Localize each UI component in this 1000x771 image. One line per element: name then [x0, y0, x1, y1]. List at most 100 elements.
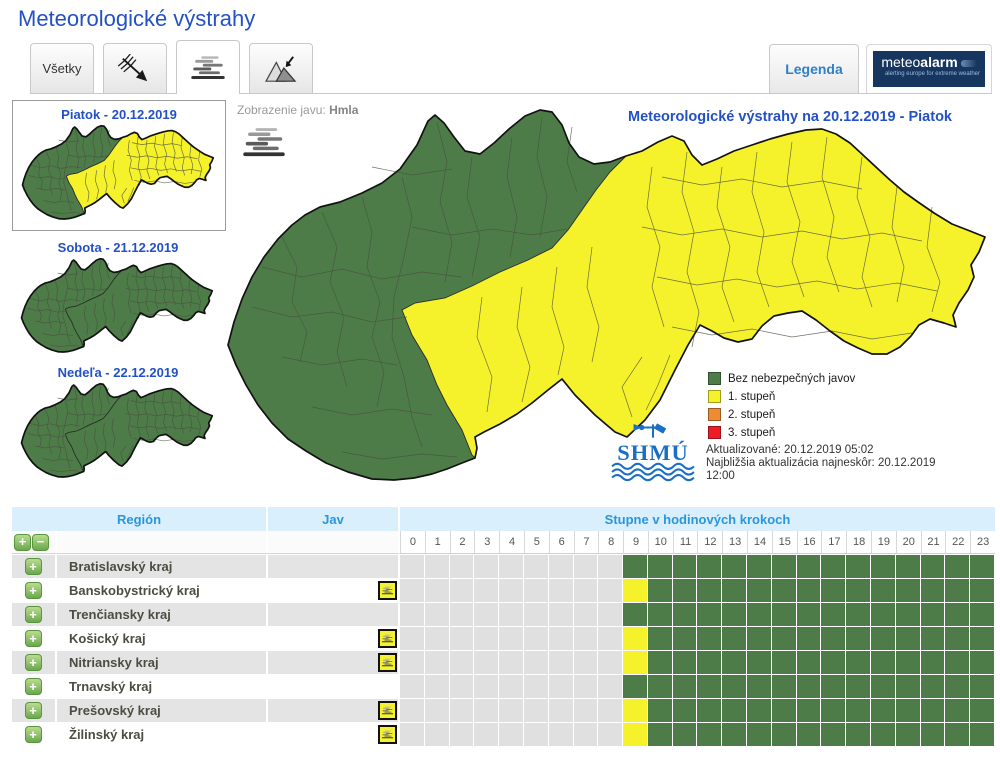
expand-all-button[interactable]: + — [14, 533, 31, 551]
hour-cell — [647, 555, 673, 578]
hour-cell — [573, 723, 599, 746]
hour-label: 22 — [945, 531, 971, 554]
hour-cell — [970, 603, 995, 626]
meteoalarm-button[interactable]: meteoalarm alerting europe for extreme w… — [866, 44, 992, 93]
hour-cell — [623, 579, 648, 602]
hour-cell — [499, 723, 524, 746]
svg-text:SHMÚ: SHMÚ — [617, 440, 689, 465]
expand-row-button[interactable]: + — [24, 582, 42, 599]
fog-warning-icon[interactable] — [378, 581, 397, 600]
hour-cell — [846, 579, 872, 602]
hour-cell — [523, 699, 549, 722]
hour-cell — [598, 627, 624, 650]
hour-cell — [846, 723, 872, 746]
jav-cell — [268, 699, 400, 722]
hour-cell — [449, 603, 475, 626]
legend-swatch-green — [708, 372, 721, 385]
table-subheader-row: + − 0 1 2 3 4 5 6 7 8 9 10 11 12 13 14 15 16 17 18 19 20 21 22… — [12, 531, 995, 554]
hour-cell — [474, 555, 500, 578]
hour-label: 2 — [449, 531, 475, 554]
tab-wind[interactable] — [103, 43, 167, 93]
hour-cell — [474, 675, 500, 698]
hour-cell — [846, 699, 872, 722]
hour-label: 23 — [970, 531, 995, 554]
hour-cell — [871, 603, 896, 626]
hour-cell — [499, 675, 524, 698]
hour-label: 4 — [499, 531, 524, 554]
hour-cell — [672, 603, 698, 626]
legend-swatch-red — [708, 426, 721, 439]
hour-cell — [598, 651, 624, 674]
hour-cell — [647, 651, 673, 674]
hour-cell — [796, 651, 822, 674]
hour-cell — [523, 555, 549, 578]
expand-row-button[interactable]: + — [24, 702, 42, 719]
hour-cell — [449, 555, 475, 578]
expand-row-button[interactable]: + — [24, 558, 42, 575]
table-rows: + Bratislavský kraj + Banskobystrický kr… — [12, 555, 995, 746]
day-thumb-title: Nedeľa - 22.12.2019 — [57, 365, 179, 380]
legend-item: 2. stupeň — [708, 408, 855, 421]
expand-row-button[interactable]: + — [24, 630, 42, 647]
hour-cell — [771, 699, 797, 722]
tab-avalanche[interactable] — [249, 43, 313, 93]
hour-cell — [796, 627, 822, 650]
hour-cell — [449, 675, 475, 698]
hour-cell — [400, 579, 425, 602]
hour-cell — [697, 579, 723, 602]
hour-cell — [895, 579, 921, 602]
hour-cell — [771, 675, 797, 698]
fog-warning-icon[interactable] — [378, 725, 397, 744]
hour-cell — [474, 723, 500, 746]
hour-cell — [449, 651, 475, 674]
day-thumb-nedela[interactable]: Nedeľa - 22.12.2019 — [12, 365, 224, 480]
hour-cell — [796, 675, 822, 698]
phenomenon-label: Zobrazenie javu: — [237, 103, 326, 117]
hour-cell — [400, 555, 425, 578]
warnings-table: Región Jav Stupne v hodinových krokoch +… — [12, 507, 995, 747]
expand-row-button[interactable]: + — [24, 726, 42, 743]
expand-row-button[interactable]: + — [24, 678, 42, 695]
hour-cell — [449, 723, 475, 746]
hour-cell — [771, 555, 797, 578]
hour-cell — [821, 555, 847, 578]
expand-row-button[interactable]: + — [24, 606, 42, 623]
fog-warning-icon[interactable] — [378, 629, 397, 648]
region-name: Žilinský kraj — [57, 723, 268, 746]
legend-swatch-orange — [708, 408, 721, 421]
expand-row-button[interactable]: + — [24, 654, 42, 671]
avalanche-icon — [262, 54, 300, 84]
tab-fog[interactable] — [176, 40, 240, 94]
table-row: + Banskobystrický kraj — [12, 579, 995, 602]
hour-label: 19 — [871, 531, 896, 554]
hour-cell — [548, 723, 574, 746]
hour-cell — [970, 699, 995, 722]
hour-cell — [846, 651, 872, 674]
hour-cell — [623, 723, 648, 746]
hour-cell — [747, 603, 772, 626]
hour-cell — [548, 555, 574, 578]
hour-cell — [970, 627, 995, 650]
hour-cell — [697, 555, 723, 578]
tab-all-warnings[interactable]: Všetky — [30, 43, 94, 93]
legend-swatch-yellow — [708, 390, 721, 403]
hour-label: 9 — [623, 531, 648, 554]
hour-cell — [474, 579, 500, 602]
hour-cell — [871, 723, 896, 746]
legenda-button[interactable]: Legenda — [769, 44, 859, 93]
day-thumb-sobota[interactable]: Sobota - 21.12.2019 — [12, 240, 224, 355]
fog-warning-icon[interactable] — [378, 701, 397, 720]
hour-cell — [499, 627, 524, 650]
hour-cell — [474, 627, 500, 650]
fog-warning-icon[interactable] — [378, 653, 397, 672]
table-row: + Prešovský kraj — [12, 699, 995, 722]
hour-cell — [548, 651, 574, 674]
col-header-region: Región — [12, 507, 268, 531]
hour-cell — [722, 723, 748, 746]
day-thumb-piatok[interactable]: Piatok - 20.12.2019 — [12, 100, 226, 231]
collapse-all-button[interactable]: − — [32, 533, 49, 551]
hour-cell — [598, 579, 624, 602]
hour-cell — [523, 723, 549, 746]
phenomenon-display: Zobrazenie javu: Hmla — [237, 103, 358, 117]
map-legend: Bez nebezpečných javov 1. stupeň 2. stup… — [708, 372, 855, 444]
